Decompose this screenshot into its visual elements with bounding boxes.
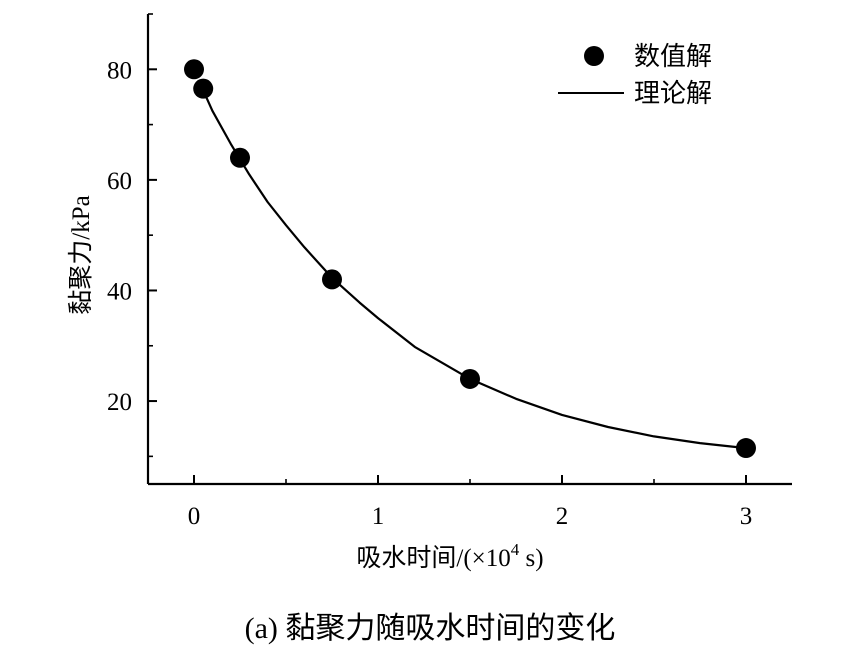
y-tick-label: 60 xyxy=(107,168,132,195)
x-axis-label-exponent: 4 xyxy=(511,540,520,559)
data-point-numerical xyxy=(736,438,756,459)
figure-caption: (a) 黏聚力随吸水时间的变化 xyxy=(245,612,616,645)
y-tick-label: 40 xyxy=(107,278,132,305)
data-point-numerical xyxy=(184,59,204,80)
data-point-numerical xyxy=(460,368,480,389)
legend: 数值解 理论解 xyxy=(558,42,712,108)
y-ticks: 20 40 60 80 xyxy=(107,13,157,458)
x-tick-label: 3 xyxy=(740,503,753,530)
x-axis-label-main: 吸水时间/(×10 xyxy=(356,544,510,572)
data-point-numerical xyxy=(193,78,214,99)
legend-marker-numerical xyxy=(584,46,604,66)
y-tick-label: 20 xyxy=(107,389,132,416)
series-line-theoretical xyxy=(202,89,747,450)
x-ticks: 0 1 2 3 xyxy=(188,475,753,530)
y-axis-label: 黏聚力/kPa xyxy=(67,195,95,314)
x-tick-label: 2 xyxy=(556,503,569,530)
x-axis-label: 吸水时间/(×104 s) xyxy=(356,540,543,572)
series-layer xyxy=(184,59,756,459)
data-point-numerical xyxy=(230,147,250,168)
data-point-numerical xyxy=(322,269,342,290)
y-tick-label: 80 xyxy=(107,57,132,84)
legend-label-theoretical: 理论解 xyxy=(634,79,712,108)
x-axis-label-unit: s) xyxy=(519,545,543,572)
x-tick-label: 0 xyxy=(188,503,201,530)
legend-label-numerical: 数值解 xyxy=(634,42,712,71)
x-tick-label: 1 xyxy=(372,503,385,530)
